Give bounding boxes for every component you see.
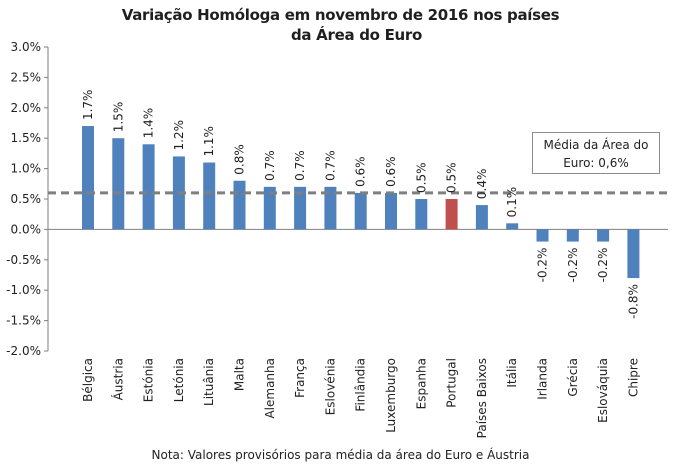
y-tick-label: 1.5%: [11, 131, 42, 145]
bar-grécia: [566, 229, 579, 242]
bar-irlanda: [536, 229, 549, 242]
x-tick-label: Irlanda: [536, 358, 550, 400]
bar-países-baixos: [475, 205, 488, 230]
bar-espanha: [415, 199, 428, 230]
data-label: -0.2%: [566, 248, 580, 283]
x-tick-label: Bélgica: [81, 358, 95, 402]
data-label: 0.4%: [475, 169, 489, 200]
bar-malta: [233, 180, 246, 230]
x-tick-label: Lituânia: [202, 358, 216, 406]
chart-title-line1: Variação Homóloga em novembro de 2016 no…: [121, 6, 560, 24]
average-annotation-line2: Euro: 0,6%: [563, 156, 629, 170]
x-tick-label: Grécia: [566, 358, 580, 397]
bar-finlândia: [354, 192, 367, 230]
bar-chipre: [627, 229, 640, 279]
x-tick-label: Malta: [233, 358, 247, 391]
bar-estónia: [142, 144, 155, 230]
x-tick-label: Áustria: [110, 358, 125, 400]
bar-itália: [506, 223, 519, 230]
data-label: -0.8%: [626, 284, 640, 319]
bar-eslovénia: [324, 186, 337, 230]
y-tick-label: 0.5%: [11, 192, 42, 206]
average-annotation-line1: Média da Área do: [543, 138, 649, 152]
y-tick-label: 2.5%: [11, 70, 42, 84]
x-tick-label: França: [293, 358, 307, 398]
data-label: 0.1%: [505, 187, 519, 218]
bar-eslováquia: [597, 229, 610, 242]
chart-note: Nota: Valores provisórios para média da …: [151, 448, 530, 462]
data-label: 0.5%: [414, 163, 428, 194]
bar-lituânia: [203, 162, 216, 230]
bar-luxemburgo: [385, 192, 397, 230]
data-label: 1.7%: [81, 90, 95, 121]
x-tick-label: Itália: [505, 358, 519, 388]
chart-title-line2: da Área do Euro: [291, 26, 422, 44]
data-label: 1.1%: [202, 126, 216, 157]
data-label: -0.2%: [596, 248, 610, 283]
y-tick-label: -0.5%: [6, 253, 41, 267]
data-label: 0.8%: [233, 144, 247, 175]
data-label: 0.6%: [354, 156, 368, 187]
average-annotation-box: Média da Área do Euro: 0,6%: [532, 132, 660, 174]
x-tick-label: Chipre: [626, 358, 640, 397]
data-label: 1.5%: [111, 102, 125, 133]
y-tick-label: 0.0%: [11, 222, 42, 236]
data-label: 1.2%: [172, 120, 186, 151]
x-tick-label: Letónia: [172, 358, 186, 402]
x-tick-label: Eslovénia: [323, 358, 337, 415]
y-tick-label: 2.0%: [11, 101, 42, 115]
y-tick-label: -1.0%: [6, 283, 41, 297]
y-tick-label: -2.0%: [6, 344, 41, 358]
bar-alemanha: [263, 186, 276, 230]
data-label: 0.7%: [293, 150, 307, 181]
x-tick-label: Espanha: [414, 358, 428, 409]
y-tick-label: 3.0%: [11, 40, 42, 54]
data-label: 0.6%: [384, 156, 398, 187]
x-tick-label: Eslováquia: [596, 358, 610, 423]
bar-áustria: [112, 138, 125, 230]
x-tick-label: Finlândia: [354, 358, 368, 412]
x-tick-label: Países Baixos: [475, 358, 489, 438]
data-label: 0.7%: [263, 150, 277, 181]
x-tick-label: Luxemburgo: [384, 358, 398, 433]
data-label: 0.5%: [445, 163, 459, 194]
y-tick-label: 1.0%: [11, 162, 42, 176]
data-label: -0.2%: [536, 248, 550, 283]
data-label: 0.7%: [323, 150, 337, 181]
x-tick-label: Estónia: [142, 358, 156, 402]
bar-bélgica: [82, 126, 94, 230]
x-tick-label: Portugal: [445, 358, 459, 408]
bar-frança: [294, 186, 307, 230]
x-tick-label: Alemanha: [263, 358, 277, 419]
data-label: 1.4%: [142, 108, 156, 139]
y-tick-label: -1.5%: [6, 314, 41, 328]
bar-portugal: [445, 199, 458, 230]
